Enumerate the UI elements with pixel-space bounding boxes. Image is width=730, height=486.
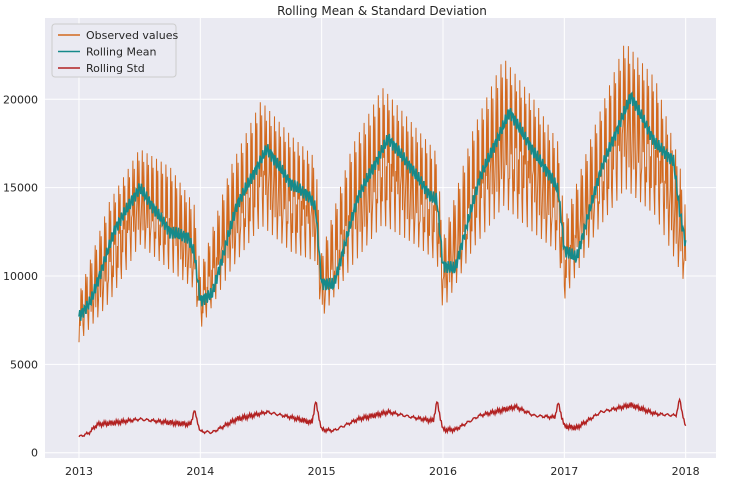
legend-box	[51, 23, 177, 78]
x-tick-label: 2015	[308, 465, 336, 478]
legend-label: Rolling Std	[86, 62, 145, 75]
x-tick-label: 2014	[186, 465, 214, 478]
legend-label: Rolling Mean	[86, 46, 156, 59]
x-tick-label: 2018	[672, 465, 700, 478]
x-tick-label: 2013	[65, 465, 93, 478]
y-tick-label: 0	[31, 447, 38, 460]
x-tick-label: 2017	[550, 465, 578, 478]
series-line-rolling-std	[78, 397, 687, 438]
series-lines	[78, 45, 687, 438]
series-line-rolling-mean	[78, 91, 687, 321]
y-tick-label: 20000	[3, 93, 38, 106]
y-tick-label: 10000	[3, 270, 38, 283]
chart-title: Rolling Mean & Standard Deviation	[277, 4, 487, 18]
legend: Observed values Rolling Mean Rolling Std	[51, 23, 178, 78]
x-tick-label: 2016	[429, 465, 457, 478]
y-tick-label: 5000	[10, 358, 38, 371]
legend-label: Observed values	[86, 29, 178, 42]
plot-background	[45, 18, 716, 458]
axis-tick-labels: 2013 2014 2015 2016 2017 2018 0 5000 10000 15000 2…	[3, 93, 700, 478]
y-tick-label: 15000	[3, 182, 38, 195]
